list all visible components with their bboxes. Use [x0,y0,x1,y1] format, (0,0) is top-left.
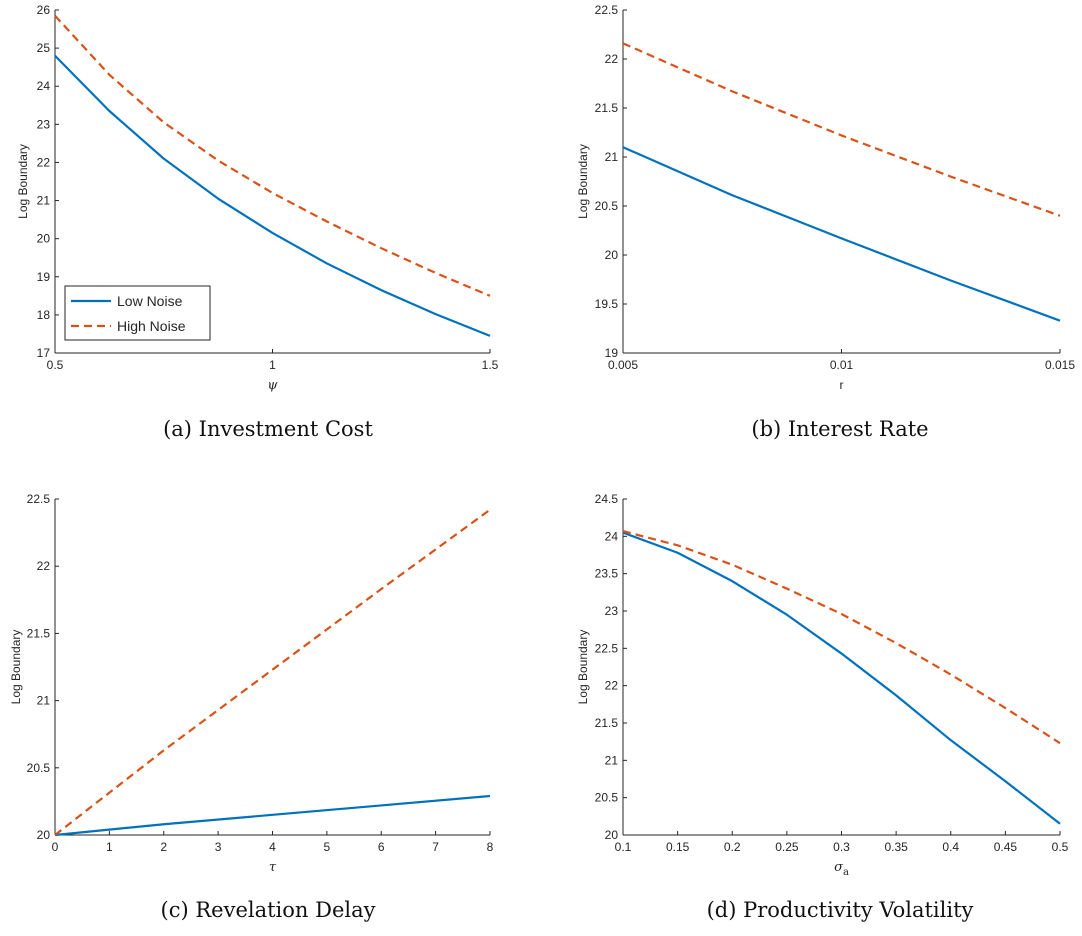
x-tick-label: 0.25 [775,840,799,854]
x-tick-label: 0.005 [608,358,638,372]
x-tick-label: 0.015 [1045,358,1075,372]
y-tick-label: 20 [605,828,619,842]
y-tick-label: 23 [605,604,619,618]
x-tick-label: 0 [52,840,59,854]
x-tick-label: 1 [269,358,276,372]
y-tick-label: 22 [605,679,619,693]
x-tick-label: 0.4 [942,840,959,854]
series-line-low-noise [622,146,1061,322]
x-tick-label: 3 [215,840,222,854]
y-tick-label: 21.5 [27,626,51,640]
y-tick-label: 21 [37,694,51,708]
x-tick-label: 0.5 [1052,840,1069,854]
legend: Low Noise High Noise [64,285,211,341]
y-tick-label: 24 [605,529,619,543]
legend-label: High Noise [117,318,186,334]
series-line-low-noise [54,794,491,837]
x-tick-label: 7 [432,840,439,854]
chart-panel-4: 0.1 0.15 0.2 0.25 0.3 0.35 0.4 0.45 0.5 20 20.5 21 2… [576,492,1069,922]
legend-label: Low Noise [117,293,183,309]
y-tick-label: 25 [37,41,51,55]
x-tick-label: 2 [160,840,167,854]
y-tick-label: 22.5 [27,492,51,506]
x-tick-label: 0.1 [615,840,632,854]
chart-panel-2: 0.005 0.01 0.015 19 19.5 20 20.5 21 21.5 22 22.5 Lo… [576,3,1075,441]
chart-panel-3: 0 1 2 3 4 5 6 7 8 20 20.5 21 21.5 22 22.5 Log Boundary τ… [9,492,494,922]
y-tick-label: 26 [37,3,51,17]
y-axis-label: Log Boundary [576,630,590,705]
chart-panel-1: 0.5 1 1.5 17 18 19 20 21 22 23 24 25 26 Log Boundary ψ… [16,3,499,441]
series-line-high-noise [622,42,1061,217]
y-tick-label: 20 [37,828,51,842]
x-axis-label: σa [834,860,849,878]
x-axis-label-main: ψ [267,378,278,393]
x-tick-label: 0.15 [666,840,690,854]
x-tick-label: 0.35 [884,840,908,854]
y-tick-label: 23.5 [595,567,619,581]
y-tick-label: 22 [605,52,619,66]
x-tick-label: 1 [106,840,113,854]
series-line-low-noise [622,531,1061,825]
panel-caption: (b) Interest Rate [751,417,928,441]
y-tick-label: 17 [37,346,51,360]
y-tick-label: 20.5 [27,761,51,775]
y-tick-label: 23 [37,117,51,131]
y-tick-label: 19.5 [595,297,619,311]
y-tick-label: 21 [605,753,619,767]
x-tick-label: 0.2 [724,840,741,854]
y-tick-label: 22.5 [595,641,619,655]
x-tick-label: 0.01 [830,358,854,372]
y-tick-label: 21 [37,194,51,208]
x-axis-label: τ [269,860,277,875]
x-tick-label: 6 [378,840,385,854]
y-tick-label: 21.5 [595,101,619,115]
x-axis-label-subscript: a [843,867,849,878]
series-line-high-noise [54,508,491,836]
series-line-high-noise [54,14,491,297]
panel-caption: (a) Investment Cost [163,417,373,441]
series-line-low-noise [54,54,491,337]
panel-caption: (c) Revelation Delay [161,898,376,922]
x-axis-label: r [840,378,844,392]
y-axis-label: Log Boundary [576,144,590,219]
y-axis-label: Log Boundary [9,630,23,705]
x-tick-label: 4 [269,840,276,854]
y-tick-label: 20.5 [595,199,619,213]
y-tick-label: 21 [605,150,619,164]
x-tick-label: 0.3 [833,840,850,854]
y-tick-label: 22 [37,559,51,573]
y-tick-label: 22.5 [595,3,619,17]
series-line-high-noise [622,530,1061,745]
y-tick-label: 19 [605,346,619,360]
legend-box [64,285,211,341]
y-tick-label: 20 [37,232,51,246]
x-tick-label: 5 [324,840,331,854]
y-tick-label: 24 [37,79,51,93]
y-tick-label: 20 [605,248,619,262]
x-axis-label-main: r [840,378,844,392]
x-axis-label: ψ [267,378,278,393]
panel-caption: (d) Productivity Volatility [707,898,974,922]
y-tick-label: 19 [37,270,51,284]
y-tick-label: 22 [37,155,51,169]
y-tick-label: 21.5 [595,716,619,730]
x-axis-label-main: σ [834,860,844,875]
y-axis-label: Log Boundary [16,144,30,219]
x-tick-label: 0.5 [47,358,64,372]
y-tick-label: 20.5 [595,791,619,805]
x-tick-label: 8 [487,840,494,854]
y-tick-label: 24.5 [595,492,619,506]
x-axis-label-main: τ [269,860,277,875]
y-tick-label: 18 [37,308,51,322]
x-tick-label: 1.5 [482,358,499,372]
x-tick-label: 0.45 [994,840,1018,854]
